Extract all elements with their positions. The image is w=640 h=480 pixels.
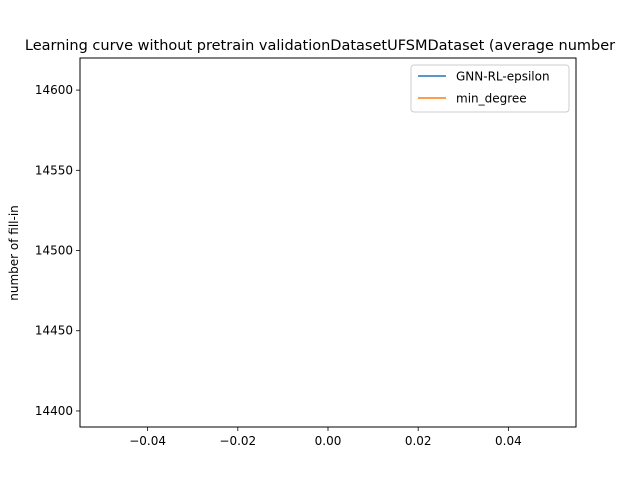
x-tick-label: 0.04 [495, 434, 522, 448]
plot-area-frame [79, 57, 577, 428]
legend-label: GNN-RL-epsilon [456, 70, 550, 84]
y-tick-label: 14600 [35, 83, 73, 97]
y-axis-label: number of fill-in [7, 205, 21, 301]
y-tick-label: 14550 [35, 163, 73, 177]
x-tick-label: 0.00 [315, 434, 342, 448]
y-tick-label: 14400 [35, 404, 73, 418]
x-axis-ticks: −0.04 −0.02 0.00 0.02 0.04 [129, 427, 522, 448]
y-axis-ticks: 14400 14450 14500 14550 14600 [35, 83, 80, 418]
legend-box [410, 64, 570, 113]
x-tick-label: −0.04 [129, 434, 166, 448]
x-tick-label: 0.02 [405, 434, 432, 448]
x-tick-label: −0.02 [219, 434, 256, 448]
chart-title: Learning curve without pretrain validati… [25, 38, 615, 54]
y-tick-label: 14500 [35, 244, 73, 258]
legend: GNN-RL-epsilon min_degree [410, 64, 570, 113]
y-tick-label: 14450 [35, 324, 73, 338]
legend-label: min_degree [456, 92, 527, 106]
